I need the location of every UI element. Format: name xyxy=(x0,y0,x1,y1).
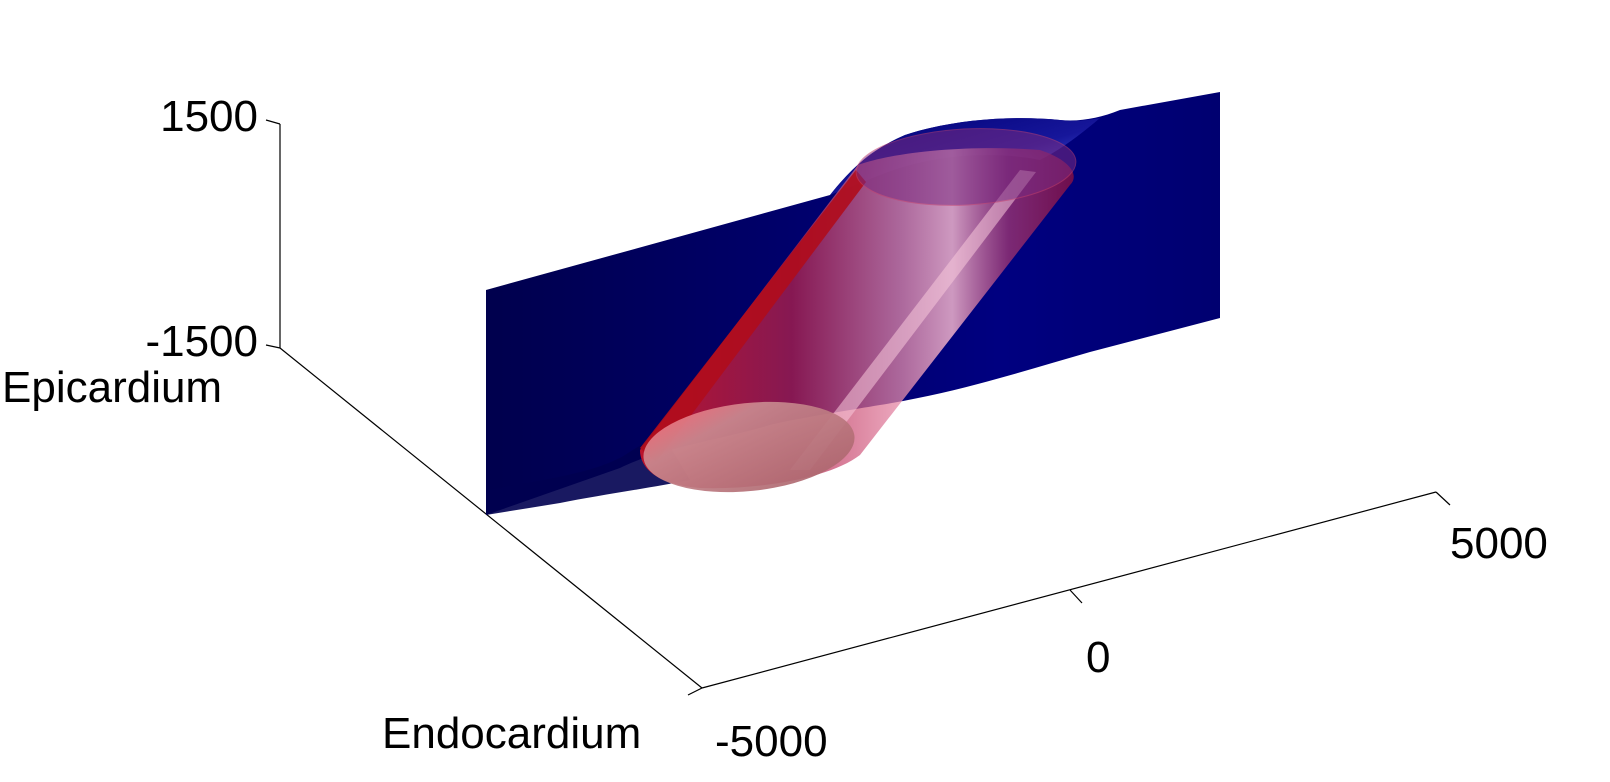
x-axis-tick-left xyxy=(687,687,703,696)
z-tick-label-top: 1500 xyxy=(160,92,258,141)
surface-front-dip xyxy=(486,438,690,515)
x-tick-label-left: -5000 xyxy=(715,717,828,766)
depth-axis-start-label: Epicardium xyxy=(2,363,222,412)
axis-labels: 1500 -1500 Epicardium Endocardium -5000 … xyxy=(2,92,1548,766)
cylinder-top-cap xyxy=(855,128,1077,206)
x-tick-label-mid: 0 xyxy=(1086,633,1110,682)
x-axis-tick-right xyxy=(1435,491,1451,506)
axes xyxy=(265,119,1451,696)
z-axis-tick-top xyxy=(265,119,281,125)
depth-axis-line xyxy=(279,347,703,689)
cylinder-left-edge xyxy=(640,170,866,462)
z-tick-label-bottom: -1500 xyxy=(145,317,258,366)
x-axis-tick-mid xyxy=(1069,589,1083,604)
z-axis-tick-bottom xyxy=(265,344,281,349)
x-axis-line xyxy=(701,491,1437,689)
cylinder-bottom-cap xyxy=(643,401,855,493)
cylinder-highlight xyxy=(790,170,1036,470)
depth-axis-end-label: Endocardium xyxy=(382,709,641,758)
x-tick-label-right: 5000 xyxy=(1450,519,1548,568)
cylinder-plot xyxy=(640,128,1077,493)
